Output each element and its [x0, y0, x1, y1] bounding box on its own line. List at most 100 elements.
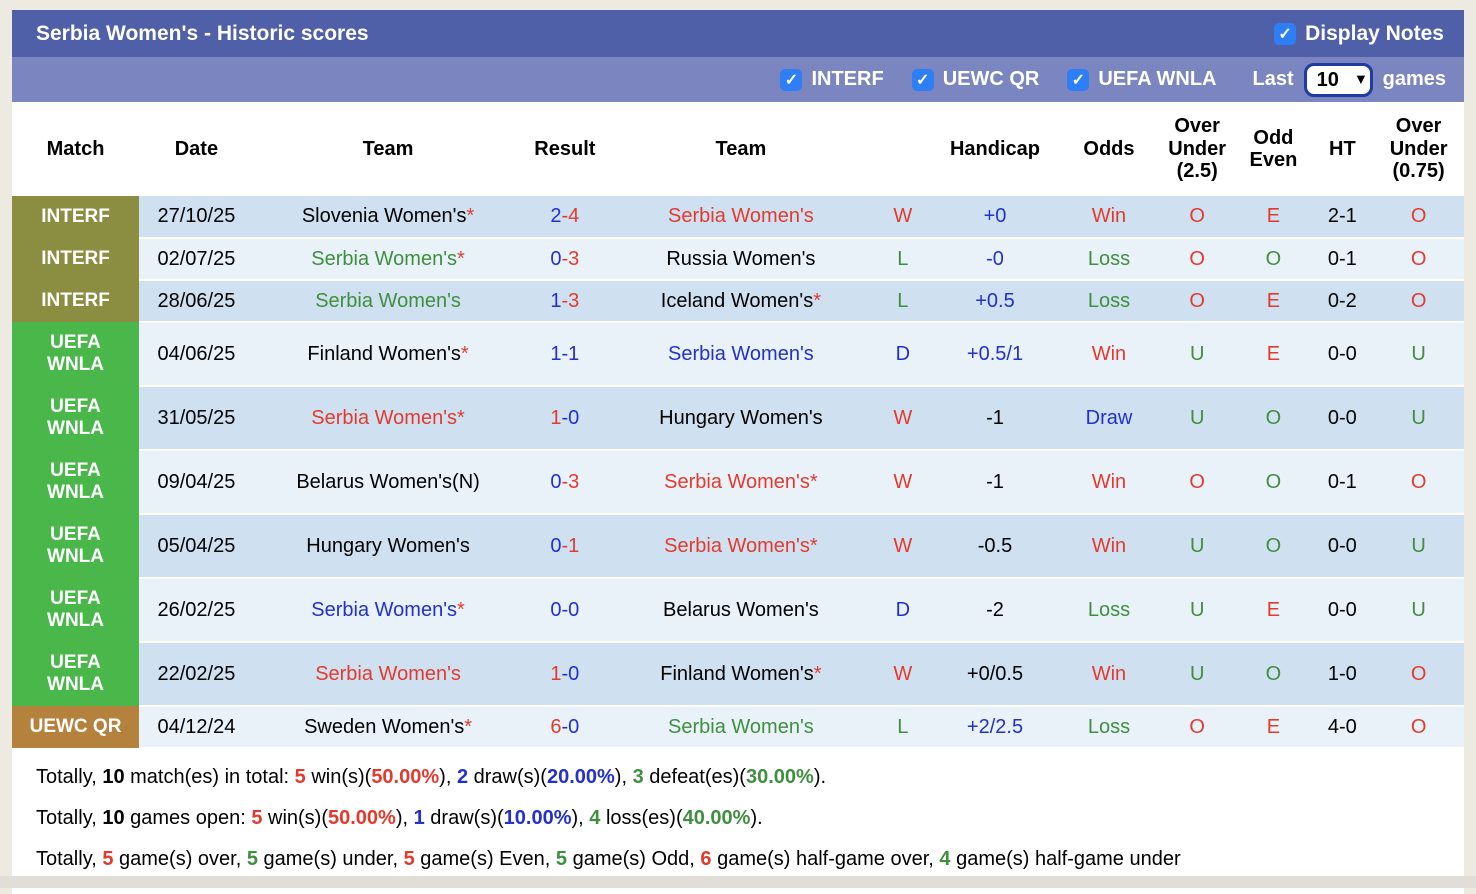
summary-segment: loss(es)(: [600, 807, 683, 829]
cell-handicap: +2/2.5: [931, 706, 1059, 749]
cell-over-under-0-75-value: O: [1410, 662, 1427, 685]
cell-win-loss: D: [874, 322, 932, 387]
home-team-star: *: [466, 205, 475, 227]
cell-date: 31/05/25: [139, 386, 254, 451]
cell-handicap-value: -0: [986, 247, 1004, 270]
cell-over-under-0-75-value: O: [1410, 715, 1427, 738]
cell-handicap-value: -2: [986, 598, 1004, 621]
uewc-qr-checkbox[interactable]: ✓: [911, 68, 934, 91]
cell-over-under-2-5: U: [1159, 386, 1236, 451]
cell-odd-even-value: O: [1265, 247, 1282, 270]
cell-home-team: Belarus Women's(N): [253, 450, 523, 515]
home-team-star: *: [457, 247, 465, 270]
uefa-wnla-checkbox[interactable]: ✓: [1067, 68, 1090, 91]
cell-half-time: 0-0: [1311, 386, 1374, 451]
cell-win-loss: D: [874, 578, 932, 643]
cell-odds-value: Win: [1091, 205, 1127, 227]
cell-odds-value: Draw: [1085, 406, 1133, 429]
home-team-name: Serbia Women's: [311, 247, 458, 270]
summary-segment: ),: [439, 766, 457, 788]
display-notes-checkbox[interactable]: ✓: [1274, 22, 1297, 45]
cell-odd-even: E: [1235, 706, 1312, 749]
page-bottom-strip: [0, 876, 1476, 888]
competition-badge: UEFA WNLA: [12, 514, 140, 578]
cell-half-time: 0-1: [1311, 238, 1374, 281]
cell-date: 22/02/25: [139, 642, 254, 707]
cell-over-under-2-5: O: [1159, 280, 1236, 323]
cell-over-under-2-5-value: U: [1189, 662, 1205, 685]
cell-odds-value: Loss: [1087, 715, 1131, 738]
competition-badge: UEWC QR: [12, 706, 140, 748]
cell-odd-even: O: [1235, 238, 1312, 281]
summary-segment: 6: [700, 848, 712, 870]
cell-over-under-2-5: O: [1159, 706, 1236, 749]
away-team-star: *: [809, 534, 818, 557]
cell-half-time: 0-0: [1311, 514, 1374, 579]
cell-result: 1-0: [522, 386, 608, 451]
cell-handicap-value: +0.5: [975, 289, 1015, 312]
summary-segment: draw(s)(: [424, 807, 504, 829]
result-home-score: 0: [550, 247, 562, 270]
cell-handicap: -1: [931, 450, 1059, 515]
cell-over-under-0-75: O: [1373, 196, 1464, 239]
cell-over-under-2-5-value: O: [1189, 247, 1205, 270]
summary-segment: 4: [939, 848, 951, 870]
interf-checkbox[interactable]: ✓: [780, 68, 803, 91]
cell-result: 1-1: [522, 322, 608, 387]
cell-date: 04/06/25: [139, 322, 254, 387]
cell-date: 26/02/25: [139, 578, 254, 643]
cell-handicap: -2: [931, 578, 1059, 643]
result-home-score: 1: [550, 406, 562, 429]
cell-odds-value: Win: [1091, 534, 1127, 557]
home-team-name: Serbia Women's: [315, 662, 461, 685]
cell-away-team: Russia Women's: [607, 238, 875, 281]
cell-odd-even: E: [1235, 578, 1312, 643]
cell-odd-even-value: O: [1265, 662, 1282, 685]
table-row: UEFA WNLA 09/04/25 Belarus Women's(N) 0-3 Se…: [12, 450, 1464, 515]
cell-home-team: Slovenia Women's*: [253, 196, 523, 239]
cell-over-under-0-75: O: [1373, 238, 1464, 281]
cell-odd-even: O: [1235, 642, 1312, 707]
cell-over-under-0-75: U: [1373, 578, 1464, 643]
cell-odds: Loss: [1058, 578, 1160, 643]
summary-segment: 5: [294, 766, 306, 788]
summary-line-3: Totally, 5 game(s) over, 5 game(s) under…: [36, 839, 1464, 880]
uewc-qr-label: UEWC QR: [942, 68, 1040, 90]
cell-odd-even-value: E: [1266, 342, 1281, 365]
home-team-star: *: [464, 715, 473, 738]
cell-odds: Loss: [1058, 280, 1160, 323]
summary-segment: 30.00%: [745, 766, 814, 788]
summary-segment: game(s) Odd,: [567, 848, 701, 870]
cell-win-loss: W: [874, 450, 932, 515]
cell-odds-value: Loss: [1087, 289, 1131, 312]
column-header-team: Team: [253, 102, 523, 196]
cell-handicap-value: -0.5: [977, 534, 1013, 557]
summary-segment: defeat(es)(: [643, 766, 746, 788]
summary-segment: 2: [456, 766, 469, 788]
away-team-star: *: [813, 289, 821, 312]
cell-half-time: 4-0: [1311, 706, 1374, 749]
cell-over-under-2-5-value: O: [1189, 715, 1205, 738]
summary-segment: win(s)(: [262, 807, 328, 829]
cell-odd-even: O: [1235, 450, 1312, 515]
cell-win-loss-value: W: [893, 534, 913, 557]
summary-segment: 50.00%: [371, 766, 440, 788]
away-team-name: Iceland Women's: [660, 289, 814, 312]
games-count-select[interactable]: 10: [1303, 62, 1373, 97]
result-away-score: -3: [561, 289, 580, 312]
cell-win-loss-value: W: [893, 470, 913, 493]
result-away-score: -0: [561, 662, 580, 685]
home-team-name: Serbia Women's: [311, 406, 458, 429]
away-team-name: Serbia Women's: [664, 534, 810, 557]
summary-segment: Totally,: [36, 848, 103, 870]
cell-home-team: Sweden Women's*: [253, 706, 523, 749]
home-team-name: Serbia Women's: [311, 598, 458, 621]
cell-odds: Draw: [1058, 386, 1160, 451]
cell-away-team: Iceland Women's*: [607, 280, 875, 323]
summary-segment: match(es) in total:: [124, 766, 295, 788]
column-header-handicap: Handicap: [931, 102, 1059, 196]
cell-over-under-0-75-value: O: [1410, 289, 1427, 312]
cell-date: 02/07/25: [139, 238, 254, 281]
display-notes-group: ✓ Display Notes: [1274, 22, 1444, 46]
table-header: Match Date Team Result Team Handicap Odds Over …: [12, 102, 1464, 196]
